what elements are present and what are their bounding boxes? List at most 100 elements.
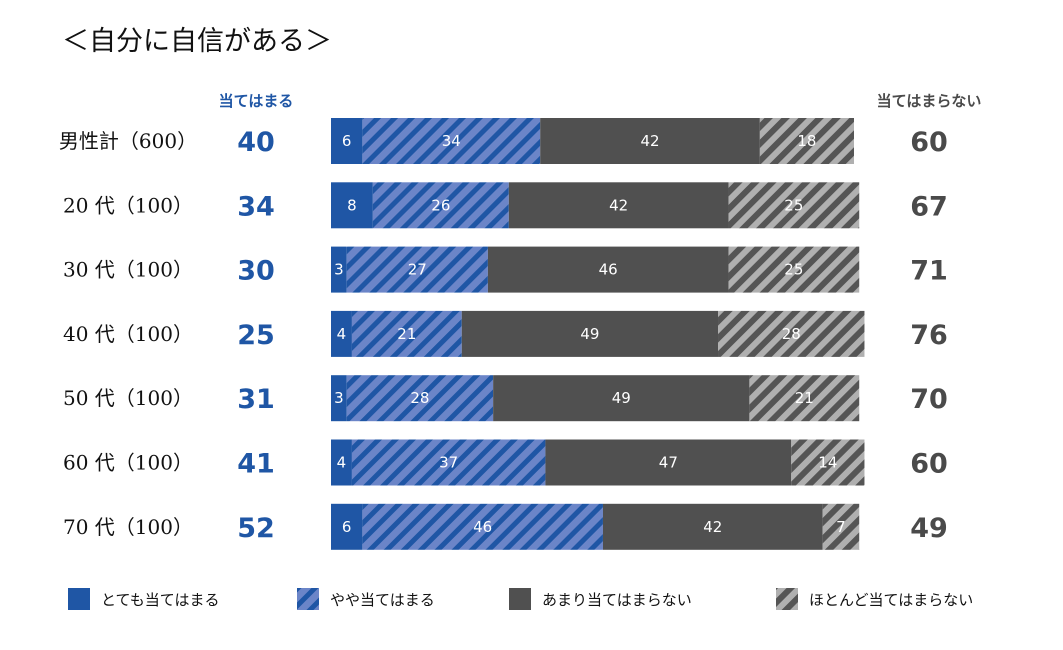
- agree-total: 34: [237, 191, 275, 222]
- bar-row: 50 代（100） 31 3 28 49 21 70: [63, 375, 948, 422]
- segment-value-label: 42: [703, 518, 722, 536]
- legend-label: やや当てはまる: [330, 591, 435, 609]
- bar-segment-strong-disagree: [791, 439, 865, 486]
- segment-value-label: 21: [397, 325, 416, 343]
- chart-title: ＜自分に自信がある＞: [62, 26, 332, 57]
- bar-segment-somewhat-disagree: [461, 310, 719, 357]
- segment-value-label: 18: [797, 132, 816, 150]
- segment-value-label: 14: [818, 454, 837, 472]
- legend-swatch-strong-agree: [68, 588, 90, 610]
- legend-swatch-somewhat-agree: [297, 588, 319, 610]
- bar-segment-strong-disagree: [749, 375, 860, 422]
- segment-value-label: 34: [442, 132, 461, 150]
- bar-segment-somewhat-agree: [351, 310, 462, 357]
- bar-segment-somewhat-agree: [346, 246, 488, 293]
- category-label: 60 代（100）: [63, 451, 193, 475]
- segment-value-label: 21: [795, 389, 814, 407]
- disagree-total: 60: [910, 127, 948, 158]
- legend: とても当てはまる やや当てはまる あまり当てはまらない ほとんど当てはまらない: [68, 588, 973, 610]
- disagree-total: 70: [910, 384, 948, 415]
- legend-item: とても当てはまる: [68, 588, 220, 610]
- segment-value-label: 26: [431, 196, 450, 214]
- category-label: 20 代（100）: [63, 193, 193, 217]
- bar-segment-strong-agree: [331, 310, 352, 357]
- bar-segment-strong-disagree: [718, 310, 865, 357]
- disagree-header: 当てはまらない: [877, 92, 982, 110]
- legend-swatch-strong-disagree: [776, 588, 798, 610]
- disagree-total: 60: [910, 449, 948, 480]
- agree-total: 30: [237, 256, 275, 287]
- segment-value-label: 42: [609, 196, 628, 214]
- bar-row: 20 代（100） 34 8 26 42 25 67: [63, 182, 948, 229]
- bar-segment-strong-agree: [331, 439, 352, 486]
- bar-segment-strong-agree: [331, 182, 373, 229]
- agree-total: 41: [237, 449, 275, 480]
- bar-segment-strong-disagree: [728, 246, 860, 293]
- segment-value-label: 49: [612, 389, 631, 407]
- category-label: 30 代（100）: [63, 258, 193, 282]
- agree-total: 25: [237, 320, 275, 351]
- segment-value-label: 4: [337, 325, 347, 343]
- legend-label: あまり当てはまらない: [542, 591, 692, 609]
- agree-total: 31: [237, 384, 275, 415]
- legend-label: とても当てはまる: [101, 591, 220, 609]
- bar-segment-somewhat-disagree: [493, 375, 750, 422]
- disagree-total: 76: [910, 320, 948, 351]
- bar-segment-strong-agree: [331, 503, 363, 550]
- agree-total: 40: [237, 127, 275, 158]
- segment-value-label: 25: [784, 261, 803, 279]
- legend-item: ほとんど当てはまらない: [776, 588, 973, 610]
- category-label: 50 代（100）: [63, 386, 193, 410]
- bar-segment-somewhat-agree: [346, 375, 494, 422]
- segment-value-label: 46: [473, 518, 492, 536]
- bar-segment-somewhat-disagree: [540, 118, 760, 164]
- bar-segment-somewhat-disagree: [602, 503, 823, 550]
- segment-value-label: 46: [599, 261, 618, 279]
- segment-value-label: 6: [342, 132, 352, 150]
- bar-segment-somewhat-agree: [362, 503, 603, 550]
- bar-segment-somewhat-agree: [362, 118, 541, 164]
- bar-row: 60 代（100） 41 4 37 47 14 60: [63, 439, 948, 486]
- bar-segment-strong-agree: [331, 246, 347, 293]
- bar-segment-strong-disagree: [759, 118, 854, 164]
- segment-value-label: 42: [640, 132, 659, 150]
- segment-value-label: 28: [410, 389, 429, 407]
- bar-row: 70 代（100） 52 6 46 42 7 49: [63, 503, 948, 550]
- segment-value-label: 25: [784, 196, 803, 214]
- bar-row: 40 代（100） 25 4 21 49 28 76: [63, 310, 948, 357]
- segment-value-label: 28: [782, 325, 801, 343]
- disagree-total: 49: [910, 513, 948, 544]
- bar-segment-strong-agree: [331, 375, 347, 422]
- legend-item: やや当てはまる: [297, 588, 435, 610]
- segment-value-label: 3: [334, 261, 344, 279]
- disagree-total: 67: [910, 191, 948, 222]
- legend-label: ほとんど当てはまらない: [809, 591, 973, 609]
- bar-segment-strong-disagree: [822, 503, 860, 550]
- category-label: 男性計（600）: [59, 129, 197, 153]
- bar-segment-somewhat-agree: [351, 439, 546, 486]
- segment-value-label: 49: [580, 325, 599, 343]
- bar-segment-somewhat-disagree: [545, 439, 792, 486]
- bar-row: 男性計（600） 40 6 34 42 18 60: [59, 118, 948, 164]
- bar-segment-somewhat-disagree: [508, 182, 729, 229]
- segment-value-label: 47: [659, 454, 678, 472]
- segment-value-label: 6: [342, 518, 352, 536]
- segment-value-label: 3: [334, 389, 344, 407]
- category-label: 70 代（100）: [63, 515, 193, 539]
- agree-header: 当てはまる: [219, 92, 294, 110]
- category-label: 40 代（100）: [63, 322, 193, 346]
- bar-segment-strong-agree: [331, 118, 363, 164]
- segment-value-label: 7: [836, 518, 846, 536]
- bar-segment-somewhat-agree: [372, 182, 509, 229]
- bar-segment-somewhat-disagree: [487, 246, 729, 293]
- segment-value-label: 37: [439, 454, 458, 472]
- bar-row: 30 代（100） 30 3 27 46 25 71: [63, 246, 948, 293]
- segment-value-label: 8: [347, 196, 357, 214]
- disagree-total: 71: [910, 256, 948, 287]
- segment-value-label: 4: [337, 454, 347, 472]
- agree-total: 52: [237, 513, 275, 544]
- legend-swatch-somewhat-disagree: [509, 588, 531, 610]
- segment-value-label: 27: [408, 261, 427, 279]
